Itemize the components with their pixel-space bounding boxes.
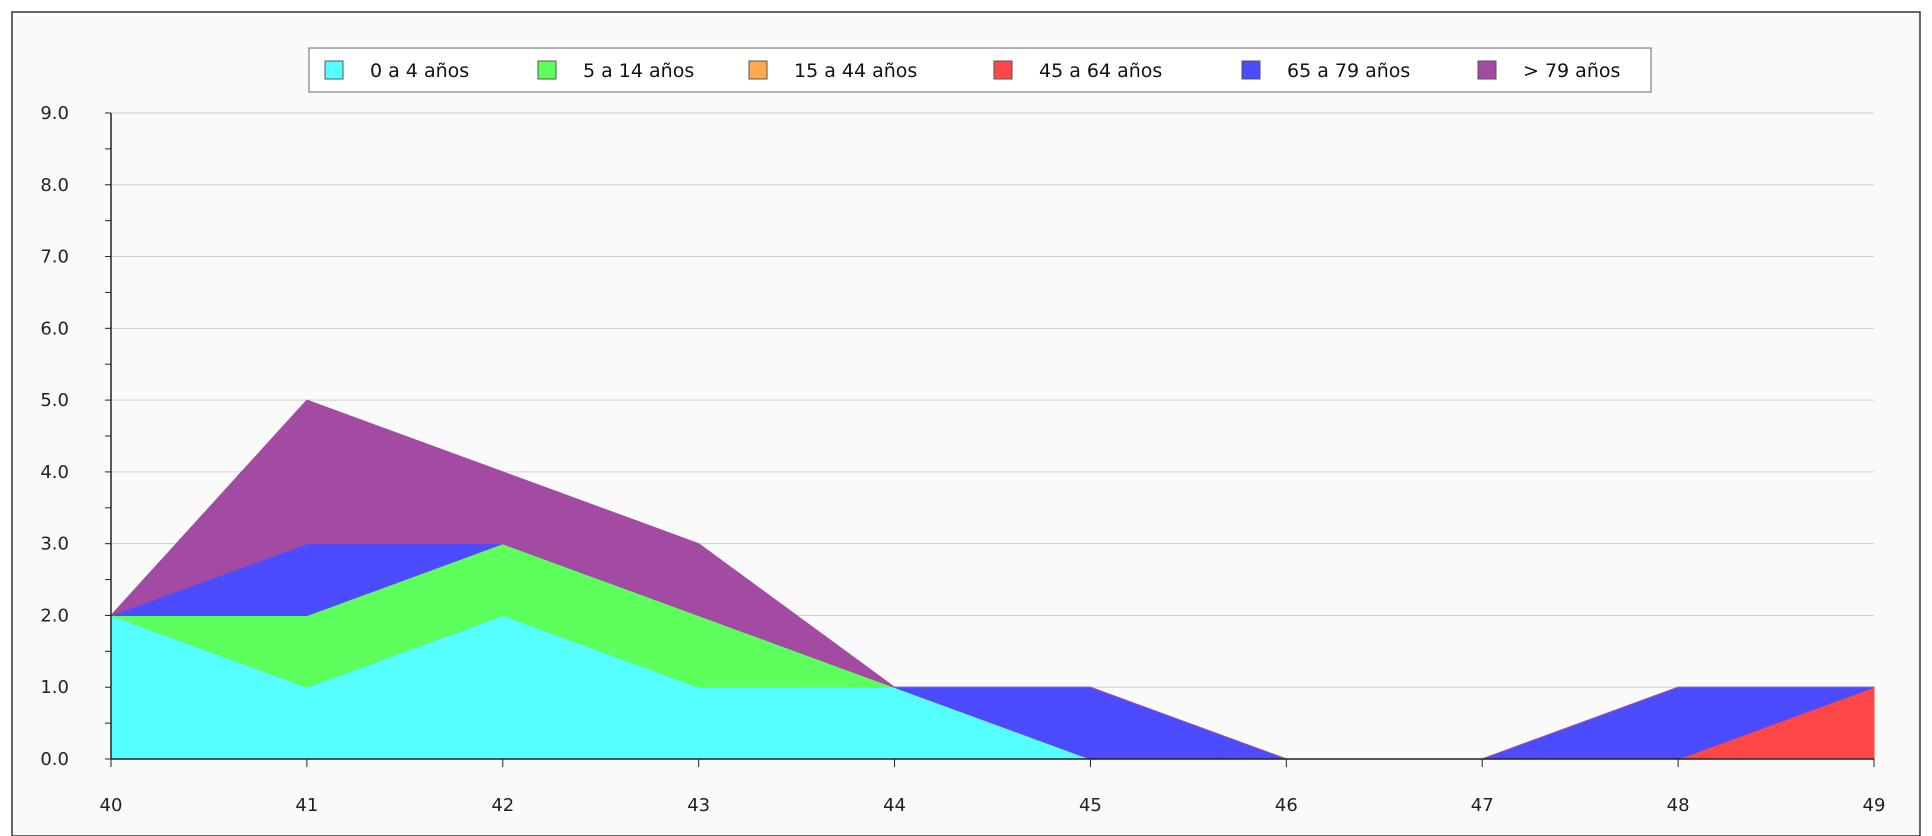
x-tick-label-7: 47 xyxy=(1471,795,1494,816)
y-tick-label-8: 8.0 xyxy=(40,175,69,196)
x-tick-label-1: 41 xyxy=(295,795,318,816)
legend-swatch-1 xyxy=(537,60,557,80)
y-tick-label-0: 0.0 xyxy=(40,749,69,770)
y-tick-label-4: 4.0 xyxy=(40,462,69,483)
legend-label-5: > 79 años xyxy=(1523,60,1620,82)
legend-label-3: 45 a 64 años xyxy=(1039,60,1162,82)
legend-swatch-0 xyxy=(324,60,344,80)
x-tick-label-8: 48 xyxy=(1667,795,1690,816)
axes: 0.0 1.0 2.0 3.0 4.0 5.0 6.0 7.0 8.0 9.0 40 41 42 43 44… xyxy=(40,103,1885,816)
y-tick-label-1: 1.0 xyxy=(40,677,69,698)
x-tick-label-3: 43 xyxy=(687,795,710,816)
x-tick-label-9: 49 xyxy=(1863,795,1886,816)
y-tick-label-9: 9.0 xyxy=(40,103,69,124)
y-tick-label-3: 3.0 xyxy=(40,534,69,555)
x-tick-label-0: 40 xyxy=(100,795,123,816)
area-series-5 xyxy=(110,399,1874,760)
y-tick-label-5: 5.0 xyxy=(40,390,69,411)
x-tick-label-6: 46 xyxy=(1275,795,1298,816)
legend-swatch-2 xyxy=(748,60,768,80)
y-tick-label-2: 2.0 xyxy=(40,605,69,626)
x-tick-label-5: 45 xyxy=(1079,795,1102,816)
legend-label-0: 0 a 4 años xyxy=(370,60,469,82)
legend-box xyxy=(308,47,1652,93)
legend-swatch-3 xyxy=(993,60,1013,80)
y-tick-label-6: 6.0 xyxy=(40,318,69,339)
legend-label-1: 5 a 14 años xyxy=(583,60,694,82)
x-tick-label-2: 42 xyxy=(491,795,514,816)
legend-label-4: 65 a 79 años xyxy=(1287,60,1410,82)
legend-swatch-4 xyxy=(1241,60,1261,80)
y-tick-label-7: 7.0 xyxy=(40,247,69,268)
legend-swatch-5 xyxy=(1477,60,1497,80)
x-tick-label-4: 44 xyxy=(883,795,906,816)
legend: 0 a 4 años 5 a 14 años 15 a 44 años 45 a 64… xyxy=(308,47,1652,93)
legend-label-2: 15 a 44 años xyxy=(794,60,917,82)
